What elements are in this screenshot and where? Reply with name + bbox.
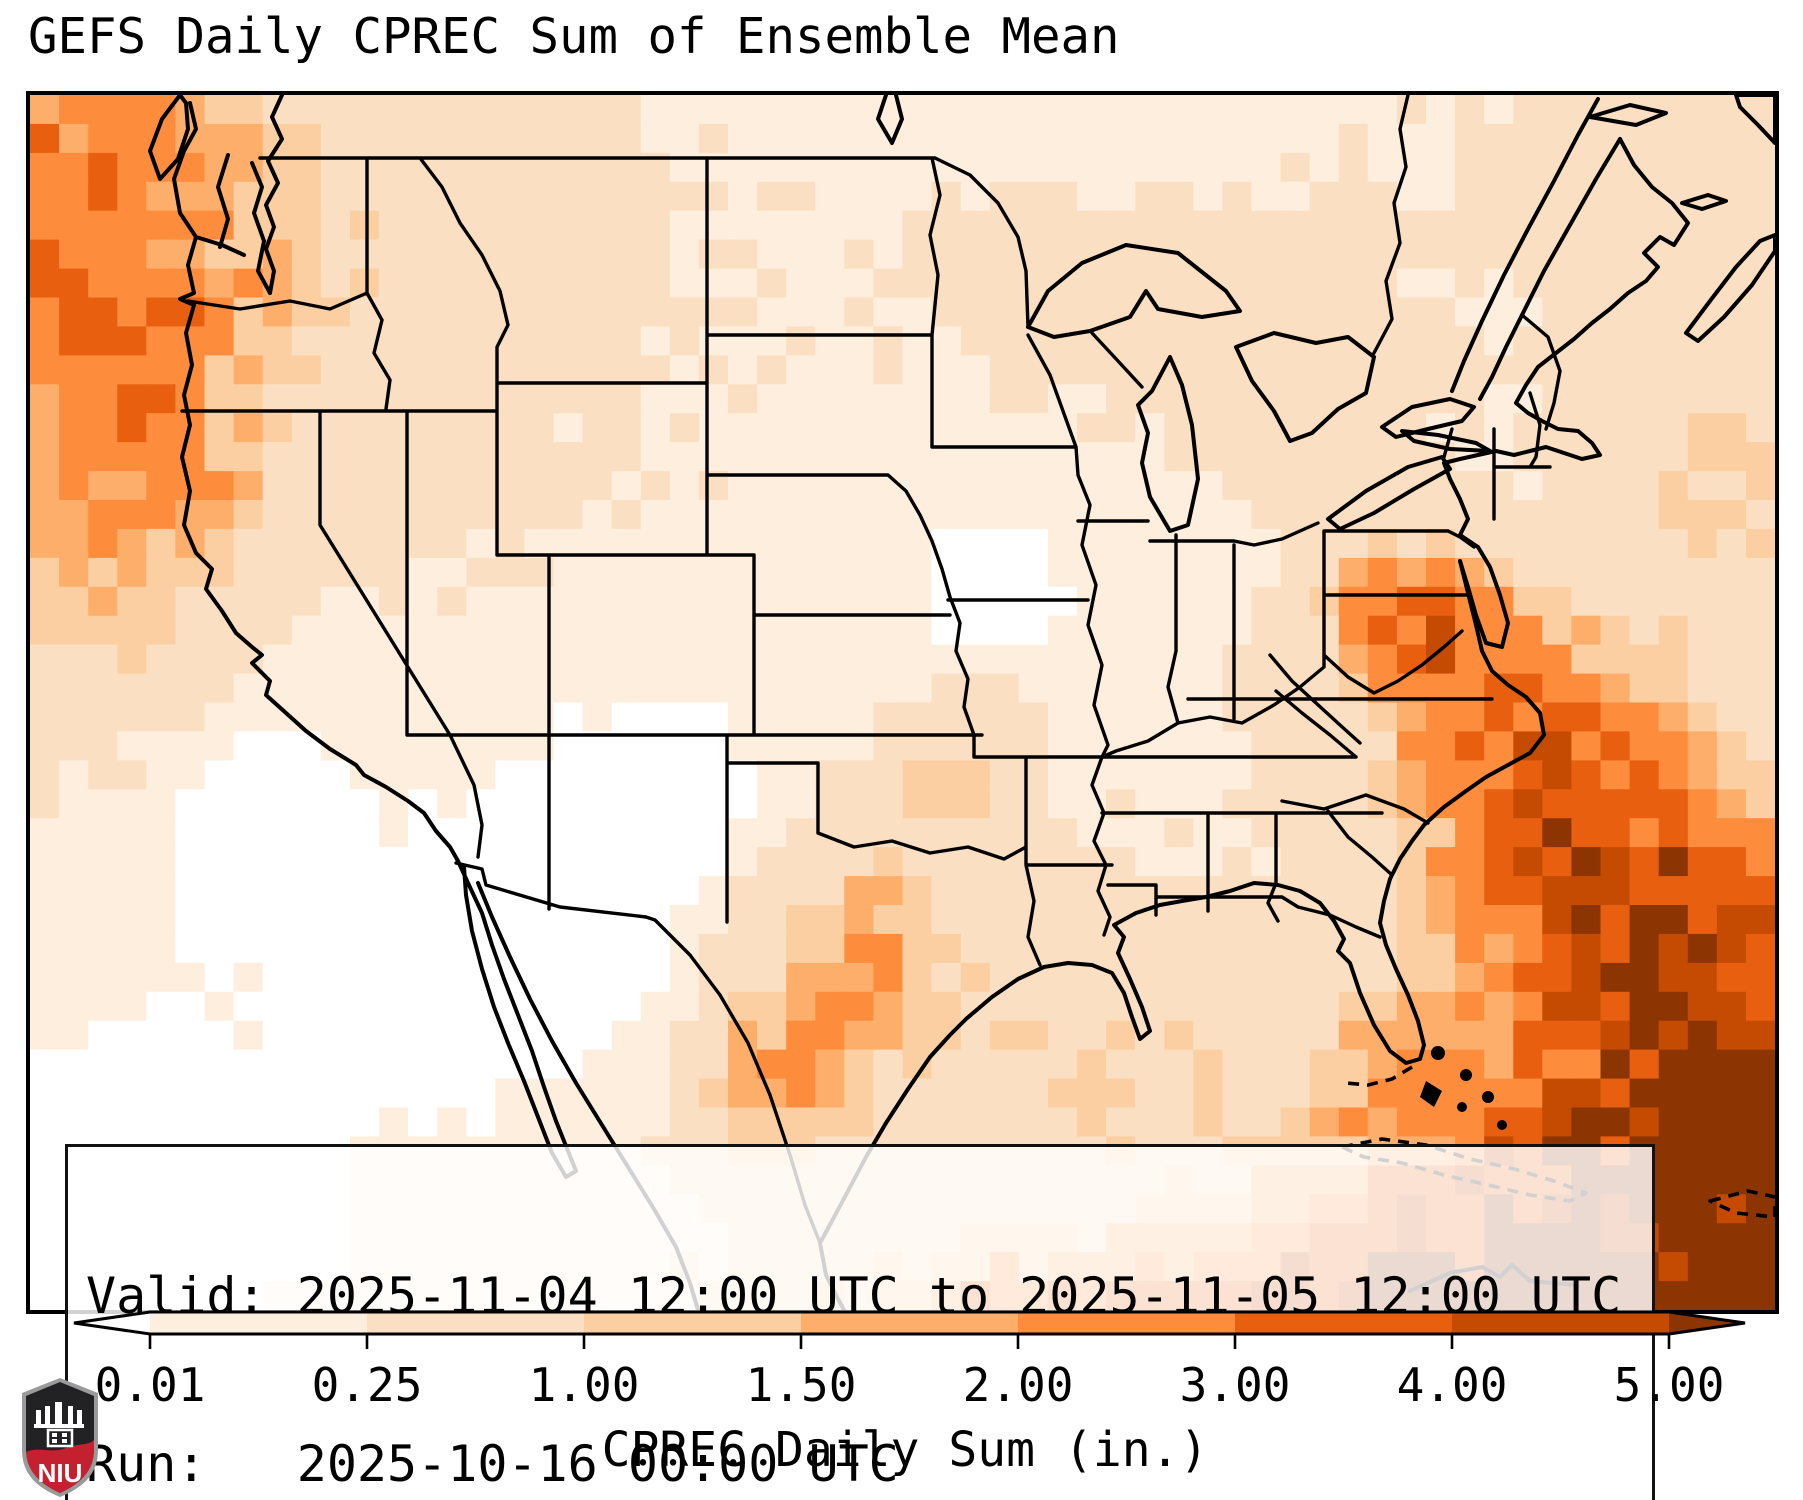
colorbar-label: CPREC Daily Sum (in.)	[601, 1422, 1209, 1478]
colorbar-tick-label: 0.25	[311, 1358, 423, 1412]
colorbar-tick-label: 1.00	[528, 1358, 640, 1412]
logo-castle	[34, 1402, 84, 1448]
page-title: GEFS Daily CPREC Sum of Ensemble Mean	[28, 8, 1120, 65]
colorbar-tick-label: 4.00	[1396, 1358, 1508, 1412]
niu-logo: NIU	[22, 1378, 98, 1497]
caribbean-islands	[1340, 1046, 1775, 1219]
great-lakes	[1026, 243, 1476, 533]
colorbar-tick-label: 0.01	[94, 1358, 206, 1412]
precipitation-map	[30, 95, 1775, 1310]
state-borders	[180, 95, 1562, 1245]
logo-text: NIU	[38, 1458, 83, 1488]
colorbar	[73, 1310, 1746, 1349]
map-panel: Valid: 2025-11-04 12:00 UTC to 2025-11-0…	[26, 91, 1779, 1500]
colorbar-tick-label: 3.00	[1179, 1358, 1291, 1412]
logo-shield-red	[26, 1440, 94, 1493]
precipitation-heat-grid	[30, 95, 1775, 1310]
run-text: Run: 2025-10-16 00:00 UTC	[86, 1435, 899, 1493]
colorbar-tick-label: 5.00	[1613, 1358, 1725, 1412]
colorbar-tick-labels: 0.01 0.25 1.00 1.50 2.00 3.00 4.00 5.00	[0, 1358, 1803, 1412]
colorbar-tick-label: 1.50	[745, 1358, 857, 1412]
colorbar-tick-label: 2.00	[962, 1358, 1074, 1412]
